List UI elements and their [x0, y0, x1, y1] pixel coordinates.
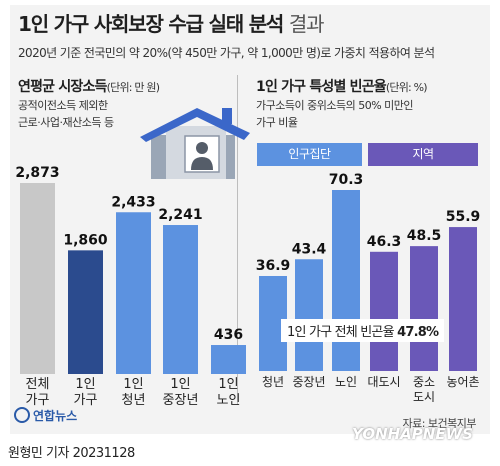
right-chart-unit: (단위: %) — [385, 81, 428, 94]
poverty-value-label: 43.4 — [292, 241, 327, 257]
income-bar — [163, 225, 198, 374]
poverty-bar — [295, 259, 323, 371]
income-value-label: 2,873 — [15, 165, 59, 181]
overall-poverty-rate-value: 47.8% — [397, 325, 439, 340]
income-value-label: 436 — [214, 327, 243, 343]
poverty-value-label: 48.5 — [407, 228, 442, 244]
left-note-line-1: 공적이전소득 제외한 — [18, 99, 108, 112]
income-value-label: 1,860 — [63, 232, 108, 248]
income-category-label: 1인 — [123, 377, 143, 392]
source-note: 자료: 보건복지부 — [402, 417, 476, 430]
page-title-suffix: 결과 — [288, 12, 325, 36]
tab-population-group: 인구집단 — [257, 143, 362, 166]
overall-poverty-rate: 1인 가구 전체 빈곤율 47.8% — [281, 319, 445, 342]
poverty-value-label: 55.9 — [446, 209, 481, 225]
left-chart-unit: (단위: 만 원) — [106, 81, 160, 94]
person-icon — [191, 142, 213, 170]
poverty-bar — [410, 246, 438, 371]
panel-divider — [237, 75, 238, 405]
income-category-label: 1인 — [75, 377, 95, 392]
poverty-bar — [449, 227, 477, 371]
yonhap-logo-icon — [14, 407, 30, 423]
page-title: 1인 가구 사회보장 수급 실태 분석 결과 — [18, 12, 325, 36]
income-category-label: 중장년 — [163, 393, 199, 408]
poverty-category-label: 도시 — [413, 390, 435, 404]
income-category-label: 전체 — [26, 377, 50, 392]
left-chart-note: 공적이전소득 제외한 근로·사업·재산소득 등 — [18, 97, 114, 131]
tab-region: 지역 — [368, 143, 478, 166]
yonhap-logo: 연합뉴스 — [14, 407, 77, 424]
left-note-line-2: 근로·사업·재산소득 등 — [18, 116, 114, 129]
poverty-category-label: 중소 — [413, 375, 435, 389]
income-value-label: 2,433 — [111, 194, 155, 210]
poverty-bar — [332, 190, 360, 371]
income-bar — [20, 183, 55, 374]
byline: 원형민 기자 20231128 — [8, 446, 135, 461]
income-bar — [211, 345, 246, 374]
income-category-label: 1인 — [170, 377, 190, 392]
poverty-category-label: 청년 — [262, 375, 284, 389]
poverty-category-label: 노인 — [335, 375, 357, 389]
income-category-label: 1인 — [218, 377, 238, 392]
poverty-category-label: 대도시 — [367, 375, 400, 389]
poverty-bar — [370, 251, 398, 371]
poverty-value-label: 70.3 — [329, 172, 364, 188]
income-category-label: 노인 — [217, 393, 241, 408]
income-category-label: 청년 — [122, 393, 146, 408]
house-icon — [140, 108, 250, 179]
poverty-value-label: 36.9 — [256, 258, 291, 274]
poverty-category-label: 중장년 — [292, 375, 325, 389]
poverty-category-label: 농어촌 — [446, 375, 479, 389]
right-note-line-2: 가구 비율 — [256, 116, 298, 129]
watermark: YONHAPNEWS — [352, 425, 473, 443]
poverty-value-label: 46.3 — [367, 234, 402, 250]
left-chart-title: 연평균 시장소득(단위: 만 원) — [18, 79, 160, 95]
income-bar — [116, 212, 151, 374]
income-category-label: 가구 — [26, 393, 50, 408]
income-bar — [68, 250, 103, 374]
income-value-label: 2,241 — [158, 207, 202, 223]
page-subtitle: 2020년 기준 전국민의 약 20%(약 450만 가구, 약 1,000만 … — [18, 46, 435, 60]
right-note-line-1: 가구소득이 중위소득의 50% 미만인 — [256, 99, 414, 112]
income-category-label: 가구 — [74, 393, 98, 408]
right-chart-note: 가구소득이 중위소득의 50% 미만인 가구 비율 — [256, 97, 414, 131]
right-chart-title: 1인 가구 특성별 빈곤율(단위: %) — [256, 79, 428, 95]
